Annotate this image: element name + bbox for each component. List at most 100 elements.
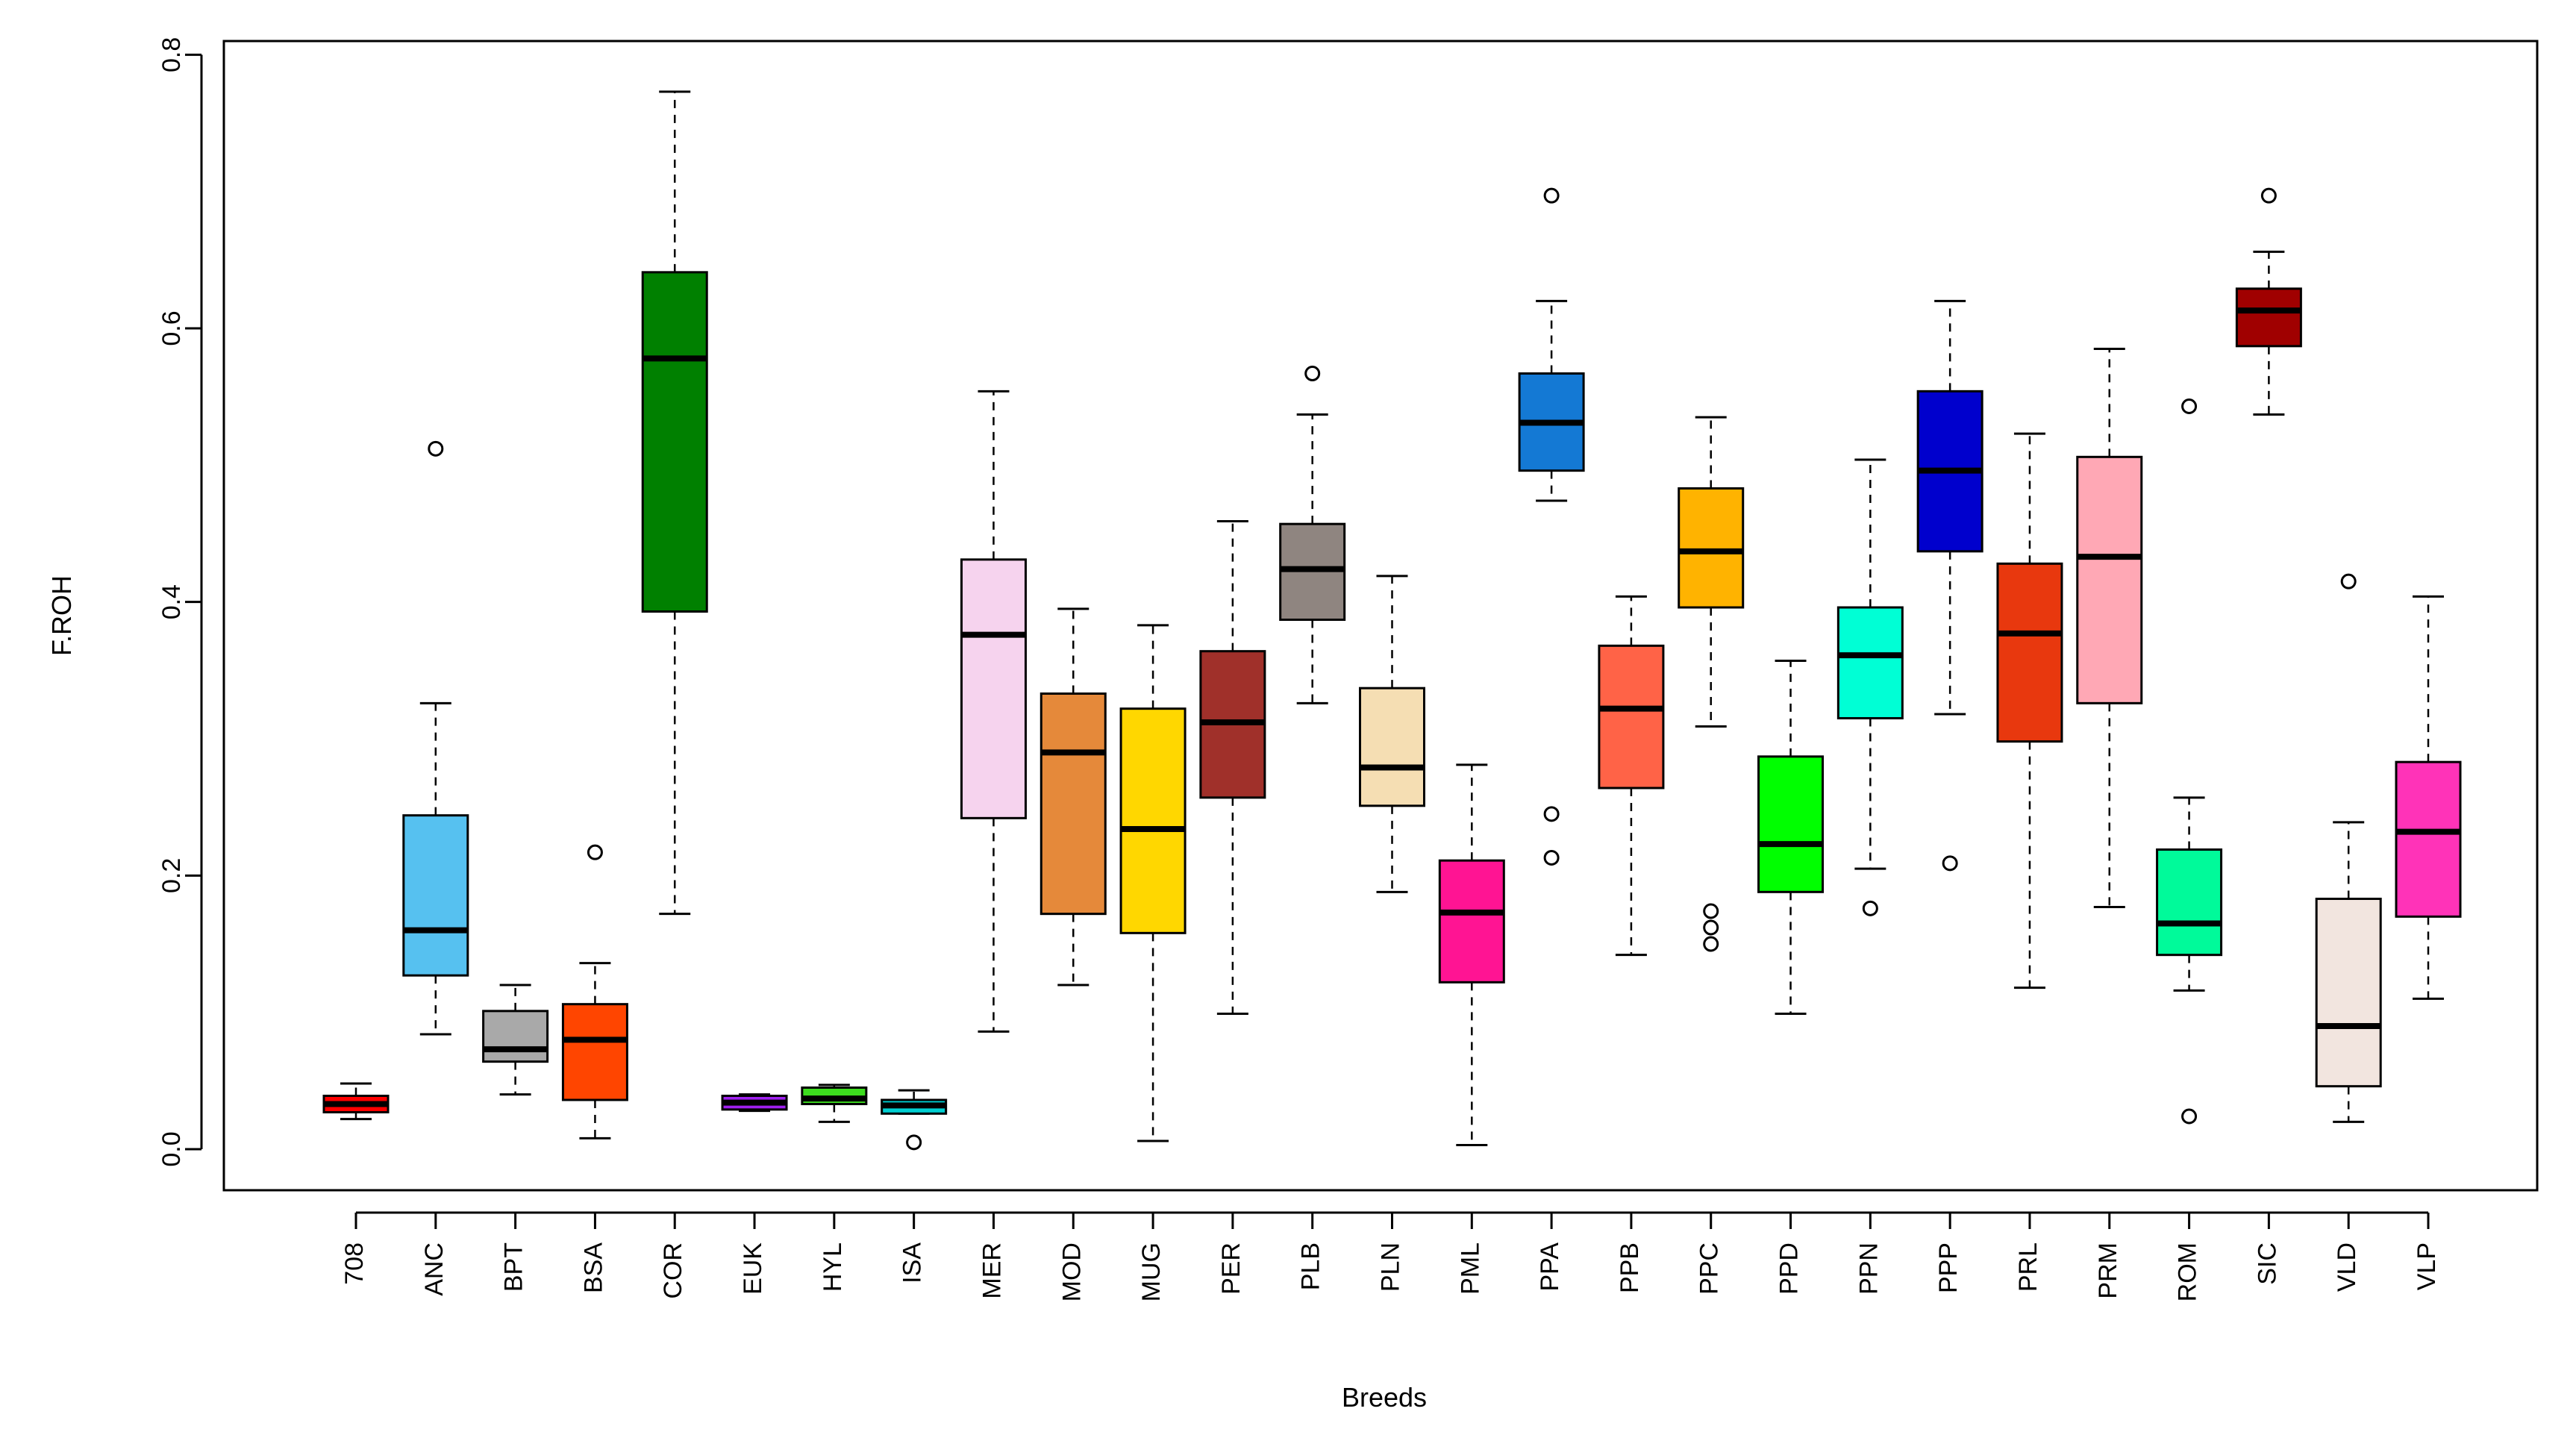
box-prm	[2076, 348, 2143, 908]
box-vlp	[2395, 595, 2462, 1000]
outlier-point	[2181, 1108, 2198, 1125]
x-tick-label: COR	[659, 1242, 687, 1299]
x-tick-label: SIC	[2253, 1242, 2281, 1285]
x-tick-label: PRM	[2094, 1242, 2122, 1299]
x-tick-label: PPP	[1934, 1242, 1963, 1293]
box-per	[1199, 520, 1266, 1015]
outlier-point	[2340, 573, 2357, 590]
outlier-point	[1543, 850, 1560, 866]
y-axis: 0.0 0.2 0.4 0.6 0.8	[157, 37, 203, 1167]
box-bsa	[561, 844, 628, 1139]
box-iqr	[1836, 606, 1904, 719]
x-tick-label: VLD	[2333, 1242, 2361, 1292]
outlier-point	[1703, 936, 1719, 952]
y-tick-label: 0.2	[157, 858, 186, 893]
x-tick-label: PML	[1456, 1242, 1484, 1295]
outlier-point	[1862, 900, 1878, 916]
box-iqr	[1040, 692, 1107, 916]
box-plb	[1279, 366, 1346, 704]
x-tick-label: ISA	[898, 1242, 927, 1284]
box-iqr	[2395, 760, 2462, 918]
outlier-point	[587, 844, 603, 860]
box-isa	[881, 1089, 948, 1151]
box-bpt	[482, 984, 549, 1096]
x-tick-label: EUK	[739, 1242, 767, 1295]
outlier-point	[428, 440, 444, 457]
x-axis-title: Breeds	[1342, 1382, 1427, 1413]
outlier-point	[2260, 187, 2277, 204]
box-ppn	[1836, 458, 1904, 916]
box-iqr	[2076, 455, 2143, 704]
outlier-point	[1304, 366, 1321, 381]
x-tick-label: VLP	[2413, 1242, 2441, 1290]
box-pln	[1359, 575, 1425, 893]
box-iqr	[482, 1010, 549, 1063]
x-tick-label: PPN	[1854, 1242, 1883, 1295]
outlier-point	[1703, 919, 1719, 936]
box-iqr	[1996, 562, 2063, 743]
box-iqr	[561, 1003, 628, 1101]
x-tick-label: PLN	[1376, 1242, 1404, 1292]
box-mug	[1119, 624, 1187, 1142]
x-tick-label: PLB	[1297, 1242, 1325, 1290]
box-mer	[960, 390, 1027, 1033]
x-tick-label: MER	[978, 1242, 1006, 1299]
y-tick-label: 0.8	[157, 37, 186, 72]
box-ppp	[1916, 299, 1983, 872]
box-cor	[641, 90, 708, 916]
outlier-point	[1703, 903, 1719, 919]
x-tick-label: ROM	[2174, 1242, 2202, 1301]
box-mod	[1040, 607, 1107, 987]
x-tick-label: MUG	[1137, 1242, 1166, 1301]
box-prl	[1996, 432, 2063, 989]
box-iqr	[402, 814, 469, 977]
box-iqr	[960, 558, 1027, 819]
x-tick-label: PER	[1217, 1242, 1245, 1295]
box-iqr	[1438, 859, 1505, 984]
box-iqr	[1678, 487, 1745, 609]
outlier-point	[1543, 187, 1560, 204]
x-tick-label: PPA	[1536, 1242, 1564, 1292]
y-axis-title: F.ROH	[46, 575, 77, 656]
box-anc	[402, 440, 469, 1036]
box-708	[322, 1082, 390, 1121]
x-tick-label: PRL	[2014, 1242, 2042, 1292]
box-ppb	[1598, 595, 1665, 957]
box-hyl	[801, 1084, 868, 1123]
box-rom	[2156, 398, 2223, 1125]
x-tick-label: BSA	[579, 1242, 607, 1293]
box-iqr	[2156, 848, 2223, 957]
box-sic	[2235, 187, 2302, 416]
x-tick-label: 708	[340, 1242, 369, 1285]
outlier-point	[2181, 398, 2198, 414]
box-ppd	[1757, 660, 1825, 1015]
x-tick-label: HYL	[819, 1242, 847, 1292]
box-ppc	[1678, 416, 1745, 952]
x-axis: 708 ANC BPT BSA COR EUK HYL ISA MER MOD MUG PER PLB P…	[340, 1211, 2441, 1301]
y-tick-label: 0.6	[157, 310, 186, 346]
x-tick-label: ANC	[420, 1242, 448, 1296]
box-euk	[721, 1093, 788, 1113]
box-iqr	[641, 271, 708, 613]
x-tick-label: PPC	[1695, 1242, 1724, 1295]
y-tick-label: 0.4	[157, 584, 186, 619]
box-ppa	[1518, 187, 1585, 866]
box-pml	[1438, 763, 1505, 1146]
box-iqr	[1119, 707, 1187, 934]
x-tick-label: BPT	[500, 1242, 528, 1292]
outlier-point	[1543, 806, 1560, 822]
x-tick-label: MOD	[1057, 1242, 1086, 1301]
box-iqr	[1598, 644, 1665, 790]
box-iqr	[2235, 287, 2302, 348]
box-vld	[2315, 573, 2382, 1123]
x-tick-label: PPB	[1616, 1242, 1644, 1293]
box-iqr	[1757, 755, 1825, 893]
y-tick-label: 0.0	[157, 1131, 186, 1166]
plot-frame	[222, 40, 2539, 1192]
outlier-point	[906, 1134, 922, 1151]
boxes-group	[322, 90, 2462, 1151]
outlier-point	[1942, 855, 1958, 872]
box-iqr	[1359, 687, 1425, 807]
x-tick-label: PPD	[1775, 1242, 1804, 1295]
